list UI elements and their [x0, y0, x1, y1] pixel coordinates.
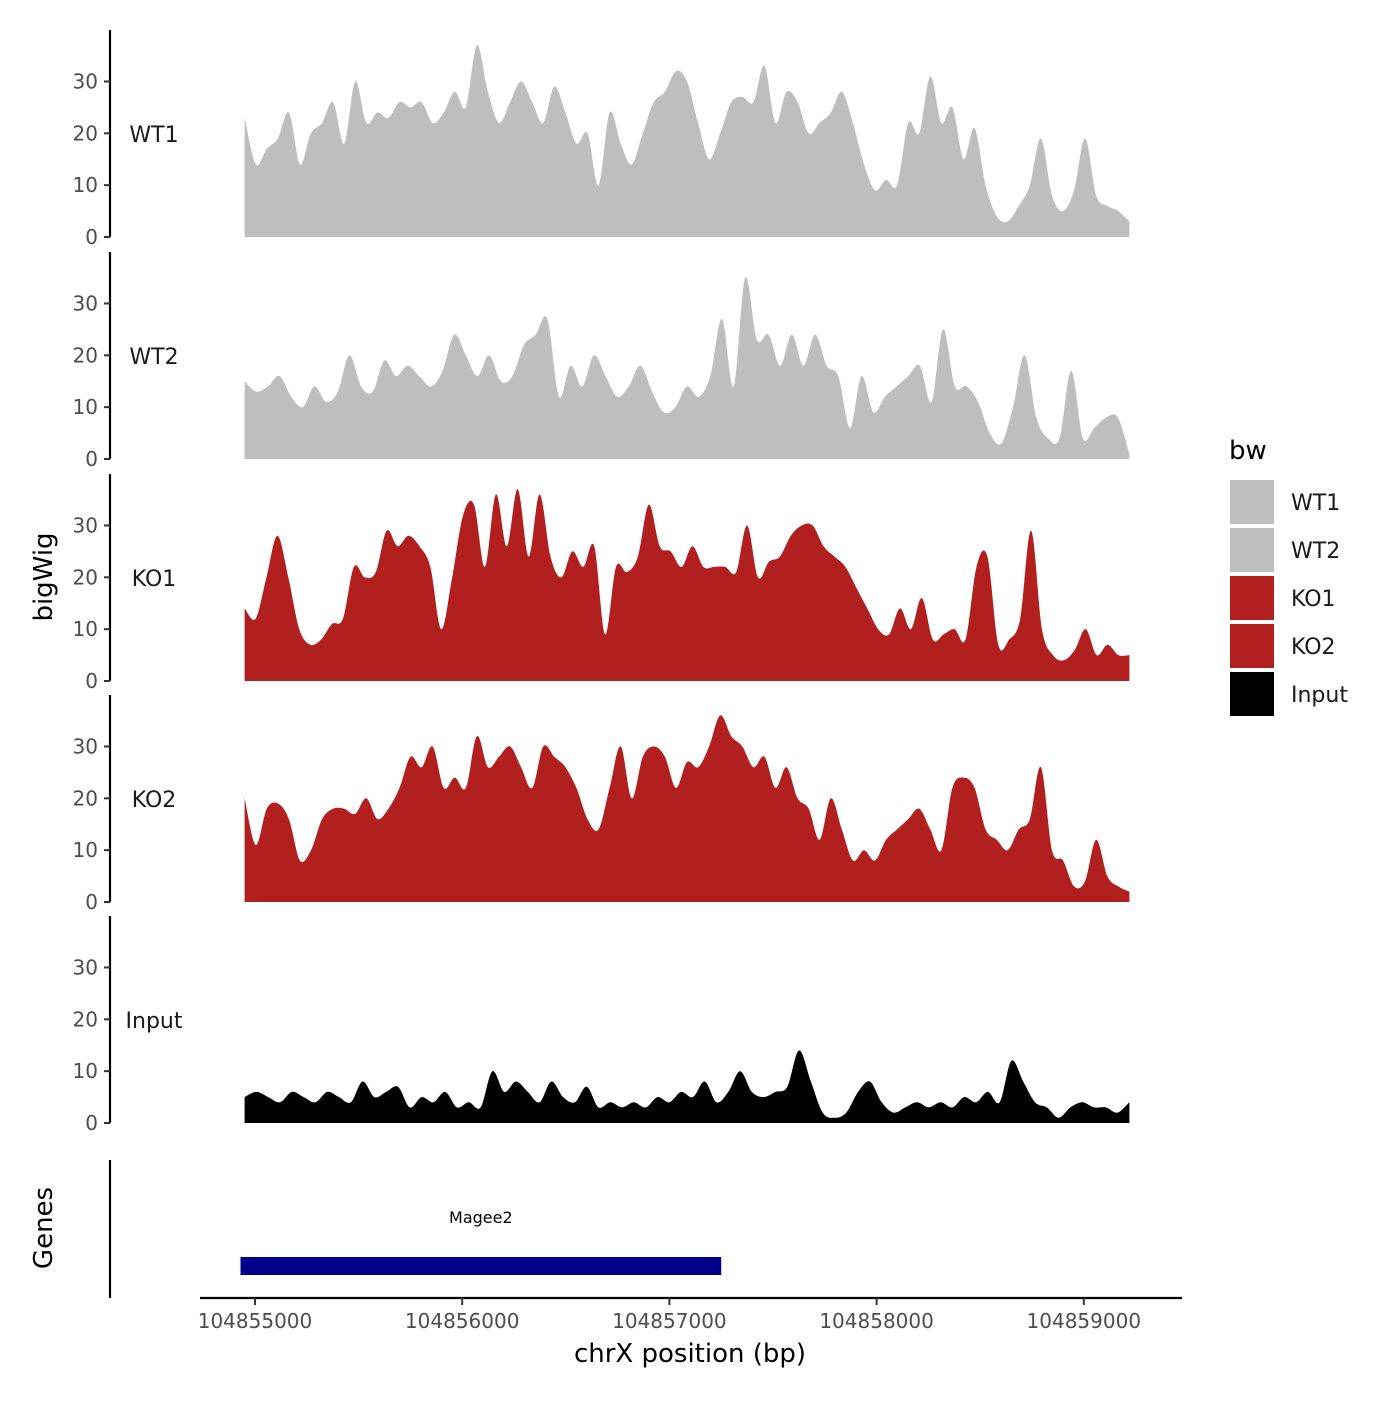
- legend-label: KO2: [1291, 635, 1336, 660]
- track-panels: 0 10 20 30 WT1 0 10 20 30 WT2 0 10 20 30 KO1 0 10 20 30 KO2…: [73, 30, 1130, 1135]
- track-label: WT2: [129, 345, 178, 370]
- gene-label: Magee2: [449, 1208, 513, 1227]
- x-tick-label: 104855000: [198, 1309, 313, 1333]
- legend-key: [1230, 624, 1274, 668]
- gene-track: Magee2: [108, 1160, 722, 1298]
- y-tick-label: 30: [73, 513, 98, 537]
- y-tick-label: 30: [73, 955, 98, 979]
- x-tick-label: 104857000: [612, 1309, 727, 1333]
- y-tick-label: 10: [73, 173, 98, 197]
- y-tick-label: 10: [73, 617, 98, 641]
- area-wt1: [244, 45, 1130, 237]
- y-tick-label: 10: [73, 1059, 98, 1083]
- x-axis: 104855000 104856000 104857000 104858000 1048…: [198, 1296, 1182, 1333]
- y-tick-label: 20: [73, 343, 98, 367]
- y-tick-label: 20: [73, 121, 98, 145]
- legend-key: [1230, 528, 1274, 572]
- area-ko2: [244, 715, 1130, 902]
- track-wt2: 0 10 20 30 WT2: [73, 252, 1130, 471]
- y-tick-label: 30: [73, 291, 98, 315]
- track-label: KO1: [132, 567, 177, 592]
- legend-label: KO1: [1291, 587, 1336, 612]
- track-wt1: 0 10 20 30 WT1: [73, 30, 1130, 249]
- genes-axis-title: Genes: [29, 1187, 59, 1269]
- track-label: Input: [126, 1009, 183, 1034]
- y-tick-label: 30: [73, 734, 98, 758]
- track-label: WT1: [129, 123, 178, 148]
- track-ko2: 0 10 20 30 KO2: [73, 695, 1130, 914]
- y-tick-label: 0: [85, 1111, 98, 1135]
- y-tick-label: 0: [85, 447, 98, 471]
- track-ko1: 0 10 20 30 KO1: [73, 474, 1130, 693]
- track-input: 0 10 20 30 Input: [73, 916, 1130, 1135]
- legend-key: [1230, 672, 1274, 716]
- legend-key: [1230, 576, 1274, 620]
- gene-bar: [240, 1257, 722, 1275]
- y-tick-label: 0: [85, 890, 98, 914]
- y-tick-label: 10: [73, 838, 98, 862]
- area-input: [244, 1050, 1130, 1123]
- legend-key: [1230, 480, 1274, 524]
- y-tick-label: 0: [85, 669, 98, 693]
- area-ko1: [244, 489, 1130, 681]
- legend-title: bw: [1229, 436, 1267, 466]
- y-tick-label: 20: [73, 1007, 98, 1031]
- x-tick-label: 104859000: [1027, 1309, 1142, 1333]
- y-tick-label: 30: [73, 69, 98, 93]
- x-tick-label: 104856000: [405, 1309, 520, 1333]
- y-tick-label: 20: [73, 565, 98, 589]
- track-label: KO2: [132, 788, 177, 813]
- area-wt2: [244, 276, 1130, 459]
- legend-label: WT1: [1291, 491, 1340, 516]
- y-axis-title: bigWig: [29, 532, 59, 621]
- x-tick-label: 104858000: [819, 1309, 934, 1333]
- legend-label: Input: [1291, 683, 1348, 708]
- y-tick-label: 10: [73, 395, 98, 419]
- y-tick-label: 20: [73, 786, 98, 810]
- y-tick-label: 0: [85, 225, 98, 249]
- x-axis-title: chrX position (bp): [574, 1339, 806, 1369]
- legend-label: WT2: [1291, 539, 1340, 564]
- legend: bw WT1 WT2 KO1 KO2 Input: [1229, 436, 1348, 716]
